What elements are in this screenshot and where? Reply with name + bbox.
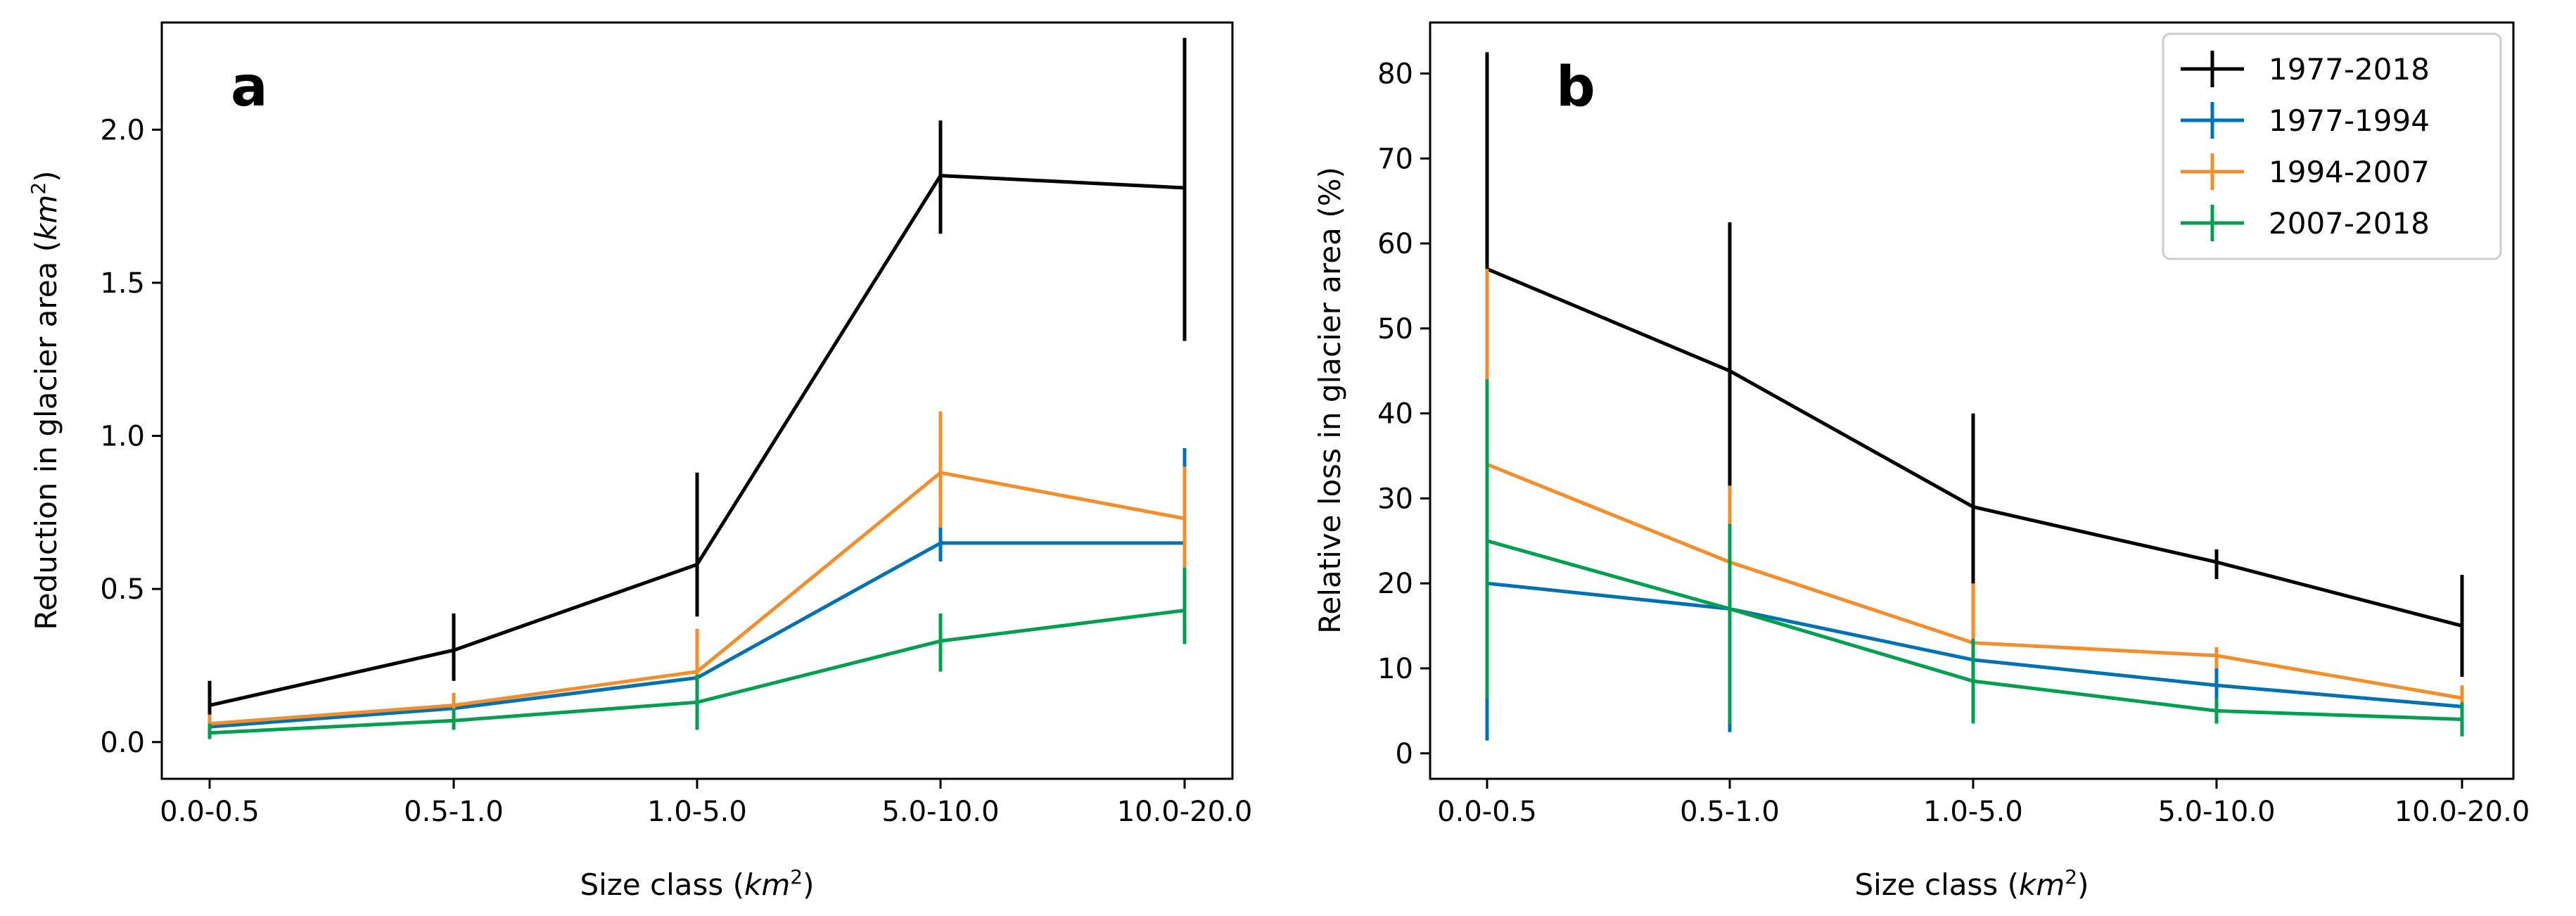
panel-b-ytick-label: 80 (1377, 58, 1413, 90)
panel-a-data-point (696, 563, 699, 566)
panel-b-frame (1429, 21, 2515, 780)
panel-a-letter: a (231, 56, 268, 119)
panel-b-ytick-label: 0 (1396, 738, 1413, 770)
panel-a-ylabel-text: Reduction in glacier area (29, 262, 63, 630)
panel-a-ytick-label: 0.5 (100, 573, 145, 606)
legend-label: 1994-2007 (2269, 155, 2430, 189)
panel-a-data-point (452, 649, 455, 652)
panel-a-data-point (208, 731, 211, 734)
panel-b-xlabel-text: Size class (1854, 867, 1998, 902)
panel-b-y-ticks: 0 10 20 30 40 50 60 70 80 (1377, 58, 1430, 770)
panel-a-data-point (1183, 517, 1186, 521)
panel-a-data-point (939, 174, 942, 177)
panel-a-ytick-label: 1.5 (100, 267, 145, 300)
panel-b-data-point (1972, 680, 1975, 683)
legend-label: 1977-1994 (2269, 103, 2430, 138)
panel-a-xtick-label: 1.0-5.0 (647, 796, 747, 828)
panel-b-ytick-label: 20 (1377, 568, 1413, 600)
panel-b-xtick-label: 5.0-10.0 (2157, 796, 2275, 828)
panel-b-x-ticks: 0.0-0.5 0.5-1.0 1.0-5.0 5.0-10.0 10.0-20.0 (1437, 779, 2530, 828)
panel-b-ytick-label: 60 (1377, 228, 1413, 260)
panel-a-xtick-label: 10.0-20.0 (1117, 796, 1253, 828)
panel-a-ylabel-unit-sup: 2 (27, 182, 50, 195)
panel-a-series-line (209, 174, 1185, 707)
panel-b-ytick-label: 40 (1377, 398, 1413, 431)
panel-b-legend: 1977-2018 1977-1994 1994-2007 2007-2018 (2162, 32, 2502, 260)
panel-a-data-point (939, 640, 942, 643)
panel-b-data-point (2461, 696, 2463, 700)
panel-a: 0.0 0.5 1.0 1.5 2.0 0.0-0.5 0.5-1.0 1.0-5.0 5.0… (27, 21, 1252, 902)
panel-a-series-1977-2018 (208, 37, 1187, 733)
legend-entry-1977-1994: 1977-1994 (2181, 102, 2430, 139)
panel-b-letter: b (1556, 56, 1595, 119)
panel-a-series-layer (208, 37, 1187, 739)
panel-a-y-axis-title: Reduction in glacier area (km2) (27, 170, 63, 630)
panel-b-data-point (2461, 718, 2463, 721)
panel-b-xlabel-unit-sup: 2 (2065, 865, 2077, 889)
panel-b-data-point (2215, 654, 2218, 657)
panel-b-x-axis-title: Size class (km2) (1854, 865, 2089, 902)
legend-entry-2007-2018: 2007-2018 (2181, 205, 2430, 241)
panel-b-series-layer (1485, 52, 2464, 741)
legend-entry-1994-2007: 1994-2007 (2181, 153, 2430, 190)
panel-a-ytick-label: 1.0 (100, 421, 145, 453)
panel-b-xtick-label: 10.0-20.0 (2395, 796, 2530, 828)
panel-b-ytick-label: 50 (1377, 313, 1413, 345)
panel-a-ylabel-unit: km (29, 195, 63, 241)
panel-a-x-axis-title: Size class (km2) (580, 865, 814, 902)
panel-a-xtick-label: 0.5-1.0 (404, 796, 504, 828)
panel-b-data-point (2461, 624, 2463, 628)
panel-a-series-2007-2018 (208, 567, 1187, 739)
panel-b-xlabel-unit: km (2019, 867, 2065, 902)
panel-b-xtick-label: 1.0-5.0 (1923, 796, 2023, 828)
panel-b-data-point (1728, 607, 1731, 611)
panel-a-xlabel-text: Size class (580, 867, 723, 902)
panel-b-ytick-label: 30 (1377, 483, 1413, 515)
panel-b-series-2007-2018 (1485, 379, 2464, 737)
panel-a-data-point (696, 670, 699, 673)
panel-a-data-point (452, 719, 455, 723)
legend-entries: 1977-2018 1977-1994 1994-2007 2007-2018 (2181, 51, 2430, 241)
panel-a-data-point (452, 704, 455, 707)
panel-a-xlabel-unit: km (744, 867, 790, 902)
panel-a-y-ticks: 0.0 0.5 1.0 1.5 2.0 (100, 114, 162, 759)
panel-a-data-point (1183, 186, 1186, 190)
legend-label: 2007-2018 (2269, 206, 2430, 241)
panel-a-x-ticks: 0.0-0.5 0.5-1.0 1.0-5.0 5.0-10.0 10.0-20.0 (160, 779, 1252, 828)
panel-a-data-point (208, 704, 211, 707)
panel-a-data-point (696, 701, 699, 704)
panel-a-data-point (939, 541, 942, 545)
panel-b-ytick-label: 70 (1377, 143, 1413, 175)
panel-a-xlabel-unit-sup: 2 (790, 865, 803, 889)
legend-label: 1977-2018 (2269, 52, 2430, 87)
panel-a-ytick-label: 0.0 (100, 727, 145, 759)
panel-b-data-point (1728, 369, 1731, 373)
panel-a-ytick-label: 2.0 (100, 114, 145, 146)
panel-b-xtick-label: 0.5-1.0 (1680, 796, 1780, 828)
panel-b-data-point (2215, 684, 2218, 687)
legend-box (2162, 32, 2502, 260)
panel-b-ytick-label: 10 (1377, 653, 1413, 685)
panel-a-data-point (939, 471, 942, 474)
panel-a-xtick-label: 5.0-10.0 (881, 796, 999, 828)
panel-b-y-axis-title: Relative loss in glacier area (%) (1313, 167, 1347, 634)
panel-b-data-point (1972, 505, 1975, 509)
panel-b-data-point (1486, 539, 1488, 542)
panel-a-xtick-label: 0.0-0.5 (160, 796, 260, 828)
panel-b: 0 10 20 30 40 50 60 70 80 0.0-0.5 0.5-1.0 1.0-5.0 5… (1313, 21, 2530, 902)
panel-b-xtick-label: 0.0-0.5 (1437, 796, 1537, 828)
panel-b-data-point (2215, 709, 2218, 713)
panel-a-data-point (1183, 609, 1186, 612)
legend-entry-1977-2018: 1977-2018 (2181, 51, 2430, 87)
panel-b-data-point (2215, 560, 2218, 564)
